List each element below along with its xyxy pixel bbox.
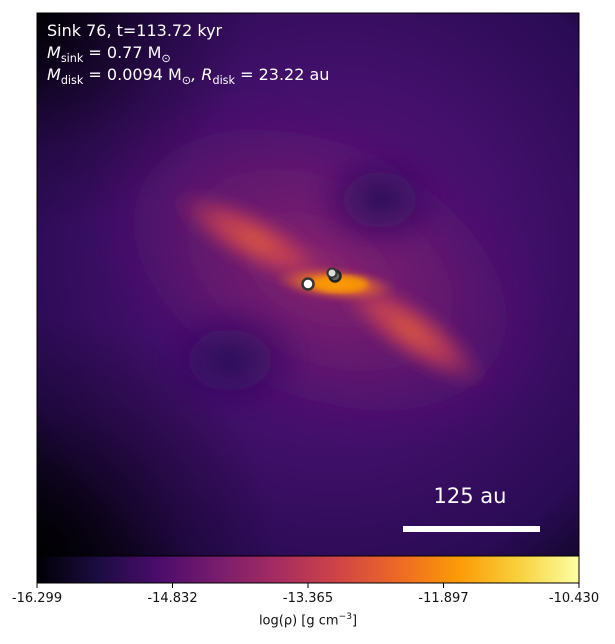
scale-bar xyxy=(403,526,540,532)
scale-bar-label: 125 au xyxy=(433,484,507,508)
colorbar-tick-label: -13.365 xyxy=(282,591,334,606)
disk-properties-label: Mdisk = 0.0094 M⊙, Rdisk = 23.22 au xyxy=(47,65,330,88)
colorbar-tick-label: -11.897 xyxy=(418,591,469,606)
colorbar-tick-label: -10.430 xyxy=(548,591,600,606)
sink-time-label: Sink 76, t=113.72 kyr xyxy=(47,21,223,40)
colorbar-tick-label: -14.832 xyxy=(147,591,198,606)
colorbar-axis-label: log(ρ) [g cm−3] xyxy=(258,612,358,629)
colorbar-ticks xyxy=(36,583,580,588)
colorbar xyxy=(36,555,580,584)
sink-marker xyxy=(326,267,338,279)
density-map xyxy=(37,13,579,556)
sink-marker xyxy=(301,277,315,291)
sink-mass-label: Msink = 0.77 M⊙ xyxy=(47,43,171,66)
colorbar-tick-label: -16.299 xyxy=(11,591,63,606)
